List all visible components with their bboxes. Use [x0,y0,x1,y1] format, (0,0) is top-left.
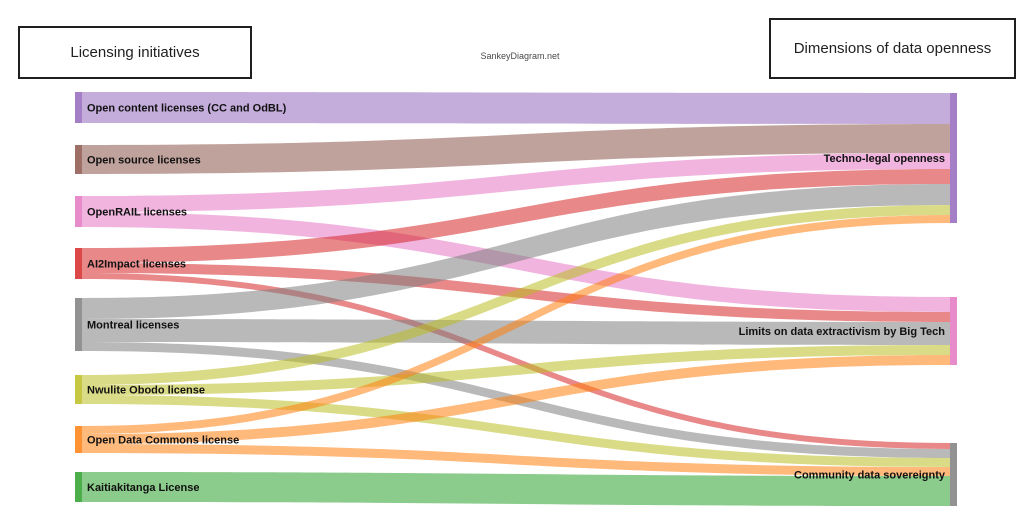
source-node-label-2: OpenRAIL licenses [87,207,187,219]
source-node-label-6: Open Data Commons license [87,435,239,447]
sankey-source-node-2[interactable] [75,196,82,227]
sankey-flow-1[interactable] [82,124,950,174]
sankey-flow-6[interactable] [82,273,950,449]
sankey-source-node-0[interactable] [75,92,82,123]
sankey-flow-8[interactable] [82,319,950,345]
sankey-source-node-6[interactable] [75,426,82,453]
sankey-source-node-7[interactable] [75,472,82,502]
sankey-flow-13[interactable] [82,215,950,434]
source-node-label-7: Kaitiakitanga License [87,482,200,494]
sankey-target-node-1[interactable] [950,297,957,365]
source-node-label-3: AI2Impact licenses [87,259,186,271]
watermark-text: SankeyDiagram.net [480,51,560,61]
left-title-label: Licensing initiatives [70,43,200,61]
target-node-label-2: Community data sovereignty [794,470,946,482]
sankey-flow-15[interactable] [82,444,950,476]
target-node-label-0: Techno-legal openness [824,153,945,165]
sankey-flow-11[interactable] [82,345,950,395]
sankey-flow-0[interactable] [82,92,950,124]
source-node-label-1: Open source licenses [87,155,201,167]
sankey-source-node-4[interactable] [75,298,82,351]
sankey-flow-4[interactable] [82,169,950,263]
sankey-flow-14[interactable] [82,355,950,444]
sankey-target-node-0[interactable] [950,93,957,223]
sankey-flow-10[interactable] [82,205,950,385]
source-node-label-4: Montreal licenses [87,320,179,332]
right-title-label: Dimensions of data openness [793,39,992,57]
source-node-label-0: Open content licenses (CC and OdBL) [87,103,287,115]
left-title-box: Licensing initiatives [18,26,252,79]
sankey-flow-2[interactable] [82,153,950,212]
source-node-label-5: Nwulite Obodo license [87,385,205,397]
target-node-label-1: Limits on data extractivism by Big Tech [739,326,946,338]
sankey-source-node-3[interactable] [75,248,82,279]
sankey-flow-7[interactable] [82,184,950,319]
right-title-box: Dimensions of data openness [769,18,1016,79]
sankey-source-node-5[interactable] [75,375,82,404]
sankey-flow-12[interactable] [82,395,950,467]
sankey-target-node-2[interactable] [950,443,957,506]
sankey-flow-16[interactable] [82,472,950,506]
sankey-source-node-1[interactable] [75,145,82,174]
